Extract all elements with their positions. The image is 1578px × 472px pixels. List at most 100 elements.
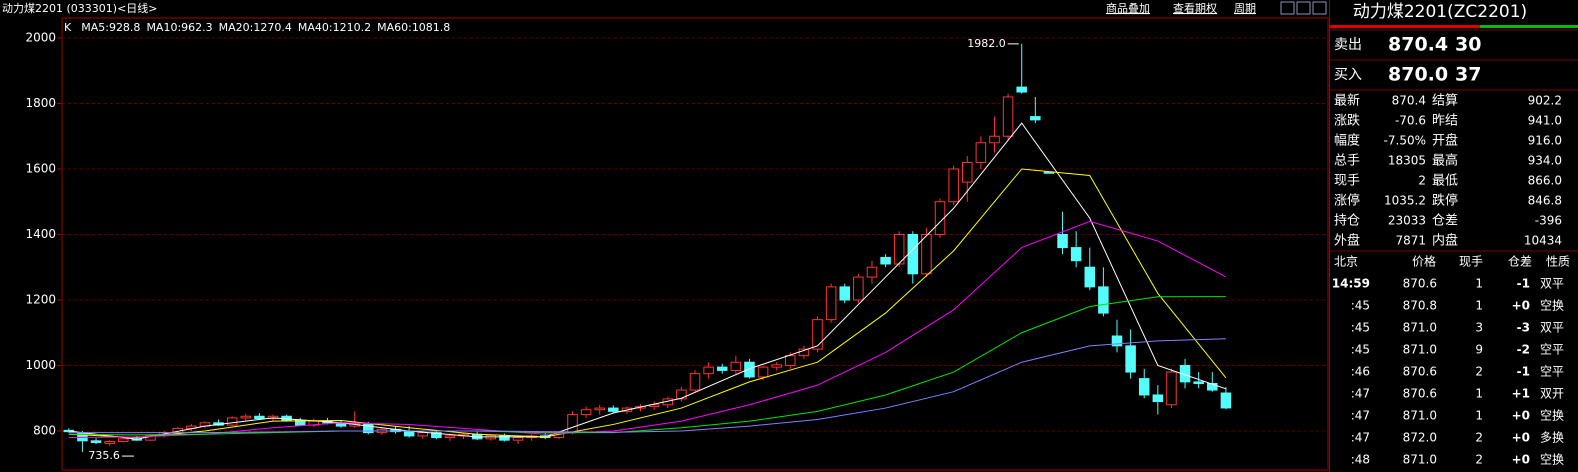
tick-volume: 1 bbox=[1475, 409, 1483, 423]
stat-value: 18305 bbox=[1388, 154, 1426, 168]
legend-entry: MA20:1270.4 bbox=[219, 21, 292, 34]
book-price: 870.4 bbox=[1388, 34, 1448, 56]
tick-volume: 1 bbox=[1475, 277, 1483, 291]
candle-body bbox=[580, 409, 592, 416]
tick-price: 870.6 bbox=[1403, 365, 1437, 379]
candle-body bbox=[1002, 96, 1014, 137]
candle-body bbox=[1220, 392, 1232, 409]
tick-volume: 9 bbox=[1475, 343, 1483, 357]
toolbar-link[interactable]: 商品叠加 bbox=[1106, 1, 1150, 15]
stat-label: 持仓 bbox=[1334, 214, 1360, 229]
tick-oi-change: +1 bbox=[1512, 387, 1530, 401]
ticks-header: 现手 bbox=[1459, 255, 1483, 269]
stat-label: 最高 bbox=[1432, 153, 1458, 169]
candle-body bbox=[989, 135, 1000, 144]
candle-body bbox=[716, 366, 728, 371]
toolbar-link[interactable]: 查看期权 bbox=[1173, 1, 1217, 15]
candle-body bbox=[1138, 378, 1150, 396]
tick-time: :45 bbox=[1351, 299, 1370, 313]
stat-label: 昨结 bbox=[1432, 114, 1458, 129]
stat-label: 涨停 bbox=[1334, 193, 1360, 209]
candle-body bbox=[90, 440, 102, 443]
tick-nature: 双开 bbox=[1540, 387, 1564, 401]
candle-body bbox=[880, 256, 891, 265]
candle-body bbox=[689, 373, 701, 391]
icon-right[interactable] bbox=[1296, 1, 1311, 15]
stat-value: 902.2 bbox=[1528, 94, 1562, 108]
plot-frame bbox=[61, 17, 1329, 471]
stat-label: 涨跌 bbox=[1334, 113, 1360, 129]
candle-body bbox=[934, 201, 946, 235]
candle-body bbox=[907, 233, 919, 275]
candle-body bbox=[961, 161, 973, 183]
candle-body bbox=[1111, 335, 1123, 347]
stat-value: 7871 bbox=[1395, 234, 1426, 248]
legend-entry: MA5:928.8 bbox=[81, 21, 140, 34]
extreme-label: 1982.0 bbox=[967, 37, 1006, 50]
tick-oi-change: +0 bbox=[1512, 453, 1530, 467]
stat-label: 内盘 bbox=[1432, 233, 1458, 249]
quote-name: 动力煤2201(ZC2201) bbox=[1353, 2, 1527, 22]
candle-body bbox=[77, 432, 88, 442]
ticks-header: 仓差 bbox=[1508, 255, 1532, 269]
tick-volume: 2 bbox=[1475, 453, 1483, 467]
candle-body bbox=[948, 168, 959, 203]
y-tick-label: 1000 bbox=[25, 358, 56, 372]
icon-max[interactable] bbox=[1312, 1, 1327, 15]
candle-body bbox=[703, 366, 714, 375]
stat-value: -7.50% bbox=[1384, 134, 1426, 148]
tick-nature: 双平 bbox=[1540, 321, 1564, 335]
tick-volume: 2 bbox=[1475, 431, 1483, 445]
stat-value: 846.8 bbox=[1528, 194, 1562, 208]
tick-oi-change: +0 bbox=[1512, 299, 1530, 313]
tick-oi-change: -2 bbox=[1517, 343, 1530, 357]
tick-price: 870.8 bbox=[1403, 299, 1437, 313]
icon-left[interactable] bbox=[1280, 1, 1295, 15]
tick-price: 871.0 bbox=[1403, 321, 1437, 335]
candle-body bbox=[512, 437, 524, 441]
y-tick-label: 1400 bbox=[25, 227, 56, 241]
candle-body bbox=[444, 435, 456, 439]
ma-line bbox=[68, 338, 1226, 434]
tick-volume: 3 bbox=[1475, 321, 1483, 335]
candle-body bbox=[226, 417, 238, 426]
ma-line bbox=[68, 122, 1227, 440]
stat-label: 外盘 bbox=[1334, 233, 1360, 249]
legend-entry: MA60:1081.8 bbox=[377, 21, 450, 34]
stat-value: -396 bbox=[1535, 214, 1562, 228]
candle-body bbox=[676, 389, 687, 400]
book-volume: 37 bbox=[1455, 64, 1481, 86]
tick-time: :47 bbox=[1351, 409, 1370, 423]
tick-oi-change: -1 bbox=[1517, 365, 1530, 379]
y-tick-label: 1800 bbox=[25, 96, 56, 110]
tick-oi-change: +0 bbox=[1512, 409, 1530, 423]
legend-entry: MA10:962.3 bbox=[146, 21, 212, 34]
ma-line bbox=[68, 296, 1226, 436]
legend-k: K bbox=[64, 21, 72, 34]
window-title: 动力煤2201 (033301)<日线> bbox=[2, 1, 158, 15]
tick-nature: 空换 bbox=[1540, 409, 1564, 423]
candle-body bbox=[403, 431, 415, 437]
stat-value: -70.6 bbox=[1395, 114, 1426, 128]
candle-body bbox=[1016, 86, 1027, 93]
toolbar-link[interactable]: 周期 bbox=[1234, 2, 1256, 15]
y-tick-label: 2000 bbox=[25, 30, 56, 44]
candle-body bbox=[417, 432, 429, 437]
tick-nature: 空换 bbox=[1540, 299, 1564, 313]
stat-label: 结算 bbox=[1432, 94, 1458, 109]
tick-time: :48 bbox=[1351, 453, 1370, 467]
candle-body bbox=[825, 286, 837, 321]
stat-value: 941.0 bbox=[1528, 114, 1562, 128]
stat-label: 最新 bbox=[1334, 93, 1360, 109]
ticks-header: 北京 bbox=[1334, 255, 1358, 269]
candle-body bbox=[1043, 171, 1055, 174]
tick-nature: 空平 bbox=[1540, 365, 1564, 379]
stat-value: 870.4 bbox=[1392, 94, 1426, 108]
tick-oi-change: +0 bbox=[1512, 431, 1530, 445]
candle-body bbox=[117, 438, 129, 442]
tick-time: :46 bbox=[1351, 365, 1370, 379]
y-tick-label: 1200 bbox=[25, 292, 56, 306]
book-label: 卖出 bbox=[1334, 37, 1362, 53]
tick-nature: 双平 bbox=[1540, 277, 1564, 291]
window-icons[interactable] bbox=[1280, 1, 1327, 15]
